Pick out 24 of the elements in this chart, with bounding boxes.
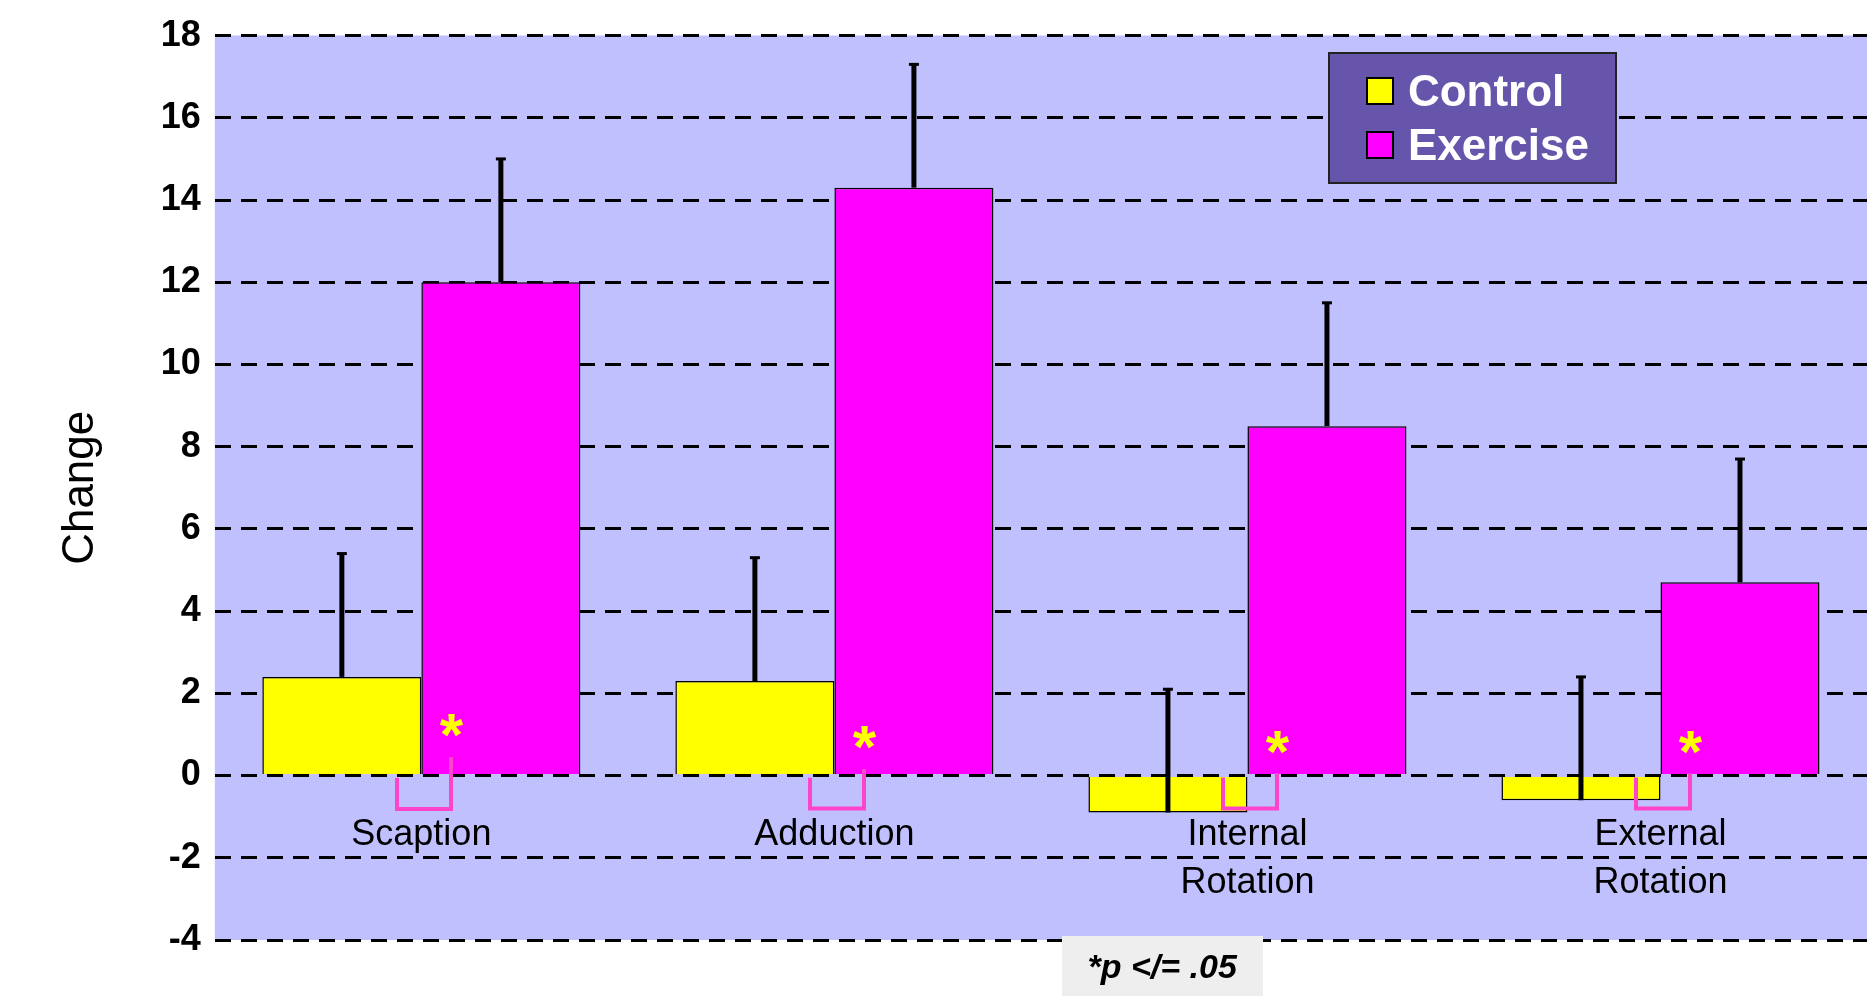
annotation: * (439, 701, 464, 769)
x-tick-label: Internal Rotation (1180, 812, 1315, 902)
y-tick-label: 2 (180, 670, 201, 712)
y-tick-label: 16 (160, 94, 201, 136)
y-tick-label: -2 (168, 834, 201, 876)
x-tick-label: External Rotation (1593, 812, 1728, 902)
text: *p </= .05 (1061, 936, 1263, 996)
x-tick-label: Scaption (351, 812, 492, 854)
y-tick-label: 14 (160, 176, 201, 218)
y-tick-label: 4 (180, 588, 201, 630)
annotation: * (852, 713, 877, 781)
y-tick-label: 6 (180, 505, 201, 547)
annotation: * (1678, 717, 1703, 785)
legend-label: Control (1407, 65, 1565, 116)
y-tick-label: 8 (180, 423, 201, 465)
y-tick-label: 0 (180, 752, 201, 794)
y-tick-label: 12 (160, 259, 201, 301)
y-tick-label: 18 (160, 12, 201, 54)
x-tick-label: Adduction (754, 812, 915, 854)
y-tick-label: 10 (160, 341, 201, 383)
y-axis-title: Change (52, 410, 102, 565)
y-tick-label: -4 (168, 916, 201, 958)
legend-label: Exercise (1407, 119, 1589, 170)
annotation: * (1265, 717, 1290, 785)
